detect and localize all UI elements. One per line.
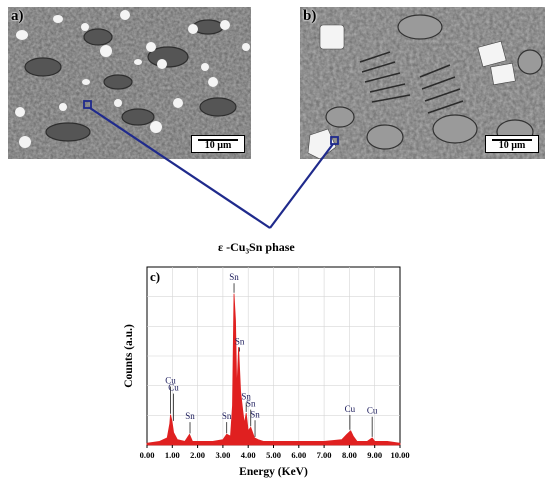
peak-label: Sn (229, 272, 239, 282)
scale-bar-a-text: 10 µm (204, 140, 232, 151)
panel-a-label: a) (11, 8, 24, 24)
y-axis-label: Counts (a.u.) (123, 324, 135, 388)
x-axis-label: Energy (KeV) (239, 466, 308, 478)
peak-label: Sn (250, 409, 260, 419)
x-tick-label: 7.00 (317, 450, 332, 460)
x-tick-label: 10.00 (390, 450, 409, 460)
x-tick-label: 2.00 (190, 450, 205, 460)
spectrum-series-0 (146, 293, 401, 446)
connector-line-a (89, 107, 271, 229)
x-tick-label: 3.00 (215, 450, 230, 460)
x-tick-label: 9.00 (367, 450, 382, 460)
scale-bar-b: 10 µm (485, 135, 539, 153)
eds-spectrum-chart: 0.00 1.00 2.00 3.00 4.00 5.00 6.00 7.00 8.00 9.00… (110, 262, 410, 487)
x-tick-label: 5.00 (266, 450, 281, 460)
sem-micrograph-a (8, 7, 251, 159)
sem-image-b: b) 10 µm (300, 7, 545, 159)
peak-label: Sn (185, 411, 195, 421)
phase-label: ε -Cu₃Sn phase (218, 240, 295, 254)
x-tick-label: 8.00 (342, 450, 357, 460)
sem-micrograph-b (300, 7, 545, 159)
connector-line-b (269, 143, 334, 229)
x-tick-label: 1.00 (165, 450, 180, 460)
scale-bar-a: 10 µm (191, 135, 245, 153)
panel-b-label: b) (303, 8, 317, 24)
sem-image-a: a) 10 µm (8, 7, 251, 159)
peak-label: Cu (367, 406, 378, 416)
peak-label: Cu (168, 383, 179, 393)
x-tick-label: 6.00 (291, 450, 306, 460)
peak-label: Sn (246, 399, 256, 409)
eds-spectrum-svg: 0.00 1.00 2.00 3.00 4.00 5.00 6.00 7.00 8.00 9.00… (123, 266, 410, 478)
peak-label: Sn (241, 392, 251, 402)
peak-label: Sn (222, 411, 232, 421)
peak-label: Cu (345, 404, 356, 414)
panel-c-label: c) (150, 269, 160, 284)
x-tick-label: 0.00 (140, 450, 155, 460)
peak-label: Sn (235, 336, 245, 346)
scale-bar-b-text: 10 µm (498, 140, 526, 151)
selection-box-b (330, 136, 339, 145)
x-tick-label: 4.00 (241, 450, 256, 460)
selection-box-a (83, 100, 92, 109)
peak-label: Cu (165, 375, 176, 385)
